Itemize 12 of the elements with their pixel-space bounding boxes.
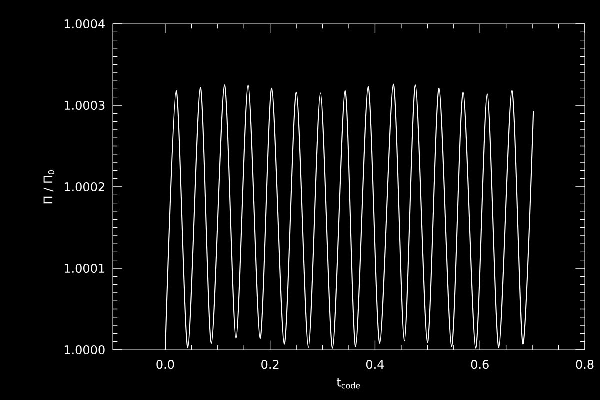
y-tick-label: 1.0001 (64, 264, 105, 274)
y-tick-label: 1.0000 (64, 345, 105, 355)
x-tick-label: 0.8 (576, 360, 594, 370)
x-tick-label: 0.0 (156, 360, 174, 370)
y-tick-label: 1.0002 (64, 182, 104, 192)
y-tick-label: 1.0003 (64, 100, 105, 110)
x-tick-label: 0.4 (366, 360, 384, 370)
x-tick-label: 0.6 (471, 360, 489, 370)
x-tick-label: 0.2 (262, 360, 279, 370)
y-tick-label: 1.0004 (64, 19, 105, 29)
x-axis-title: t$_{code}$ (336, 378, 360, 389)
y-axis-title: Π / Π$_{0}$ (44, 170, 54, 204)
